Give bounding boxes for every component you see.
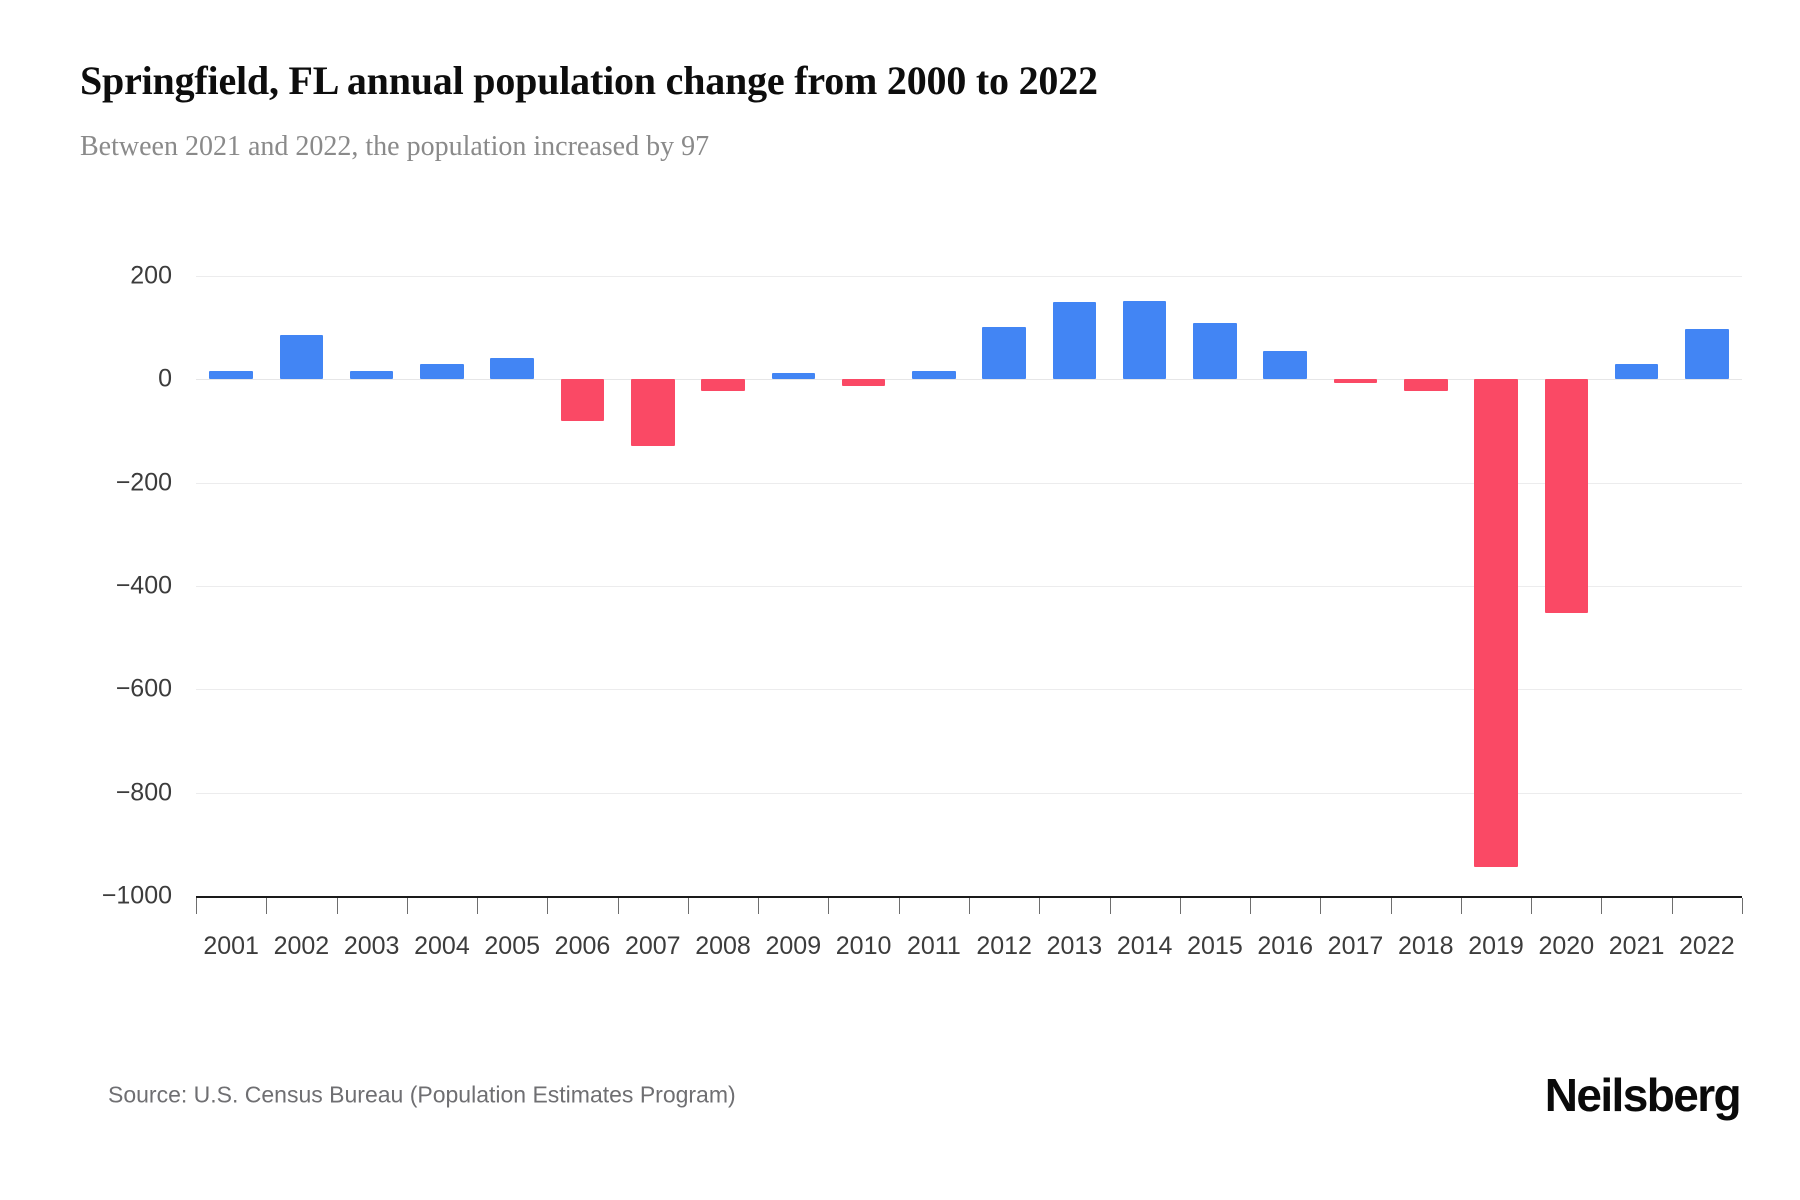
bar-2002[interactable]: [279, 334, 324, 380]
y-axis-tick-label: −600: [115, 674, 172, 703]
page-title: Springfield, FL annual population change…: [80, 58, 1098, 103]
x-axis-tick-mark: [828, 898, 830, 914]
bar-2007[interactable]: [630, 379, 675, 447]
y-axis-tick-label: −800: [115, 778, 172, 807]
y-axis-tick-label: 200: [130, 261, 172, 290]
gridline: [196, 586, 1742, 587]
bar-2014[interactable]: [1122, 301, 1167, 380]
x-axis-tick-mark: [758, 898, 760, 914]
gridline: [196, 482, 1742, 484]
x-axis-tick-label-2015: 2015: [1187, 932, 1243, 960]
bar-2009[interactable]: [771, 372, 816, 380]
x-axis-tick-mark: [477, 898, 479, 914]
x-axis-tick-mark: [1601, 898, 1603, 914]
bar-2008[interactable]: [701, 379, 745, 391]
x-axis-tick-mark: [1390, 898, 1392, 914]
x-axis-tick-label-2002: 2002: [273, 932, 330, 960]
x-axis-tick-label-2019: 2019: [1468, 932, 1524, 960]
x-axis-tick-label-2022: 2022: [1679, 932, 1735, 960]
y-axis-tick-label: −400: [115, 571, 172, 600]
bar-2005[interactable]: [490, 357, 534, 380]
x-axis-tick-label-2004: 2004: [414, 932, 470, 960]
bar-2021[interactable]: [1614, 363, 1659, 380]
bar-2016[interactable]: [1263, 350, 1307, 380]
bar-2019[interactable]: [1474, 379, 1518, 867]
x-axis-tick-label-2006: 2006: [554, 932, 611, 960]
bar-2006[interactable]: [560, 379, 605, 421]
x-axis-tick-mark: [1039, 898, 1041, 914]
x-axis-tick-mark: [1742, 898, 1743, 914]
bar-2013[interactable]: [1052, 301, 1097, 380]
x-axis-tick-mark: [898, 898, 900, 914]
x-axis-tick-mark: [1109, 898, 1111, 914]
bar-2015[interactable]: [1193, 322, 1237, 380]
gridline: [196, 792, 1742, 794]
bar-2018[interactable]: [1403, 379, 1448, 392]
x-axis-tick-label-2010: 2010: [835, 932, 892, 960]
chart-subtitle: Between 2021 and 2022, the population in…: [80, 131, 710, 162]
x-axis-tick-mark: [196, 898, 197, 914]
x-axis-tick-label-2020: 2020: [1538, 932, 1595, 960]
x-axis-tick-label-2013: 2013: [1046, 932, 1103, 960]
brand-logo: Neilsberg: [1544, 1069, 1742, 1121]
x-axis-tick-mark: [547, 898, 549, 914]
x-axis-tick-mark: [1671, 898, 1673, 914]
x-axis-tick-label-2014: 2014: [1116, 932, 1173, 960]
x-axis-tick-mark: [1179, 898, 1181, 914]
x-axis-tick-label-2009: 2009: [765, 932, 822, 960]
x-axis-tick-mark: [1460, 898, 1462, 914]
x-axis-tick-label-2021: 2021: [1608, 932, 1665, 960]
bar-2020[interactable]: [1544, 379, 1589, 613]
x-axis-tick-label-2005: 2005: [484, 932, 541, 960]
x-axis-tick-label-2018: 2018: [1397, 932, 1454, 960]
bar-2011[interactable]: [912, 370, 956, 380]
x-axis-tick-mark: [266, 898, 268, 914]
x-axis-tick-label-2012: 2012: [976, 932, 1032, 960]
x-axis-tick-label-2007: 2007: [624, 932, 681, 960]
x-axis-tick-mark: [1250, 898, 1252, 914]
x-axis-tick-label-2003: 2003: [343, 932, 400, 960]
y-axis-tick-label: 0: [158, 364, 172, 393]
x-axis-tick-mark: [336, 898, 338, 914]
x-axis-tick-label-2017: 2017: [1327, 932, 1384, 960]
bar-2001[interactable]: [209, 371, 253, 380]
x-axis-tick-mark: [1531, 898, 1533, 914]
bar-2010[interactable]: [841, 379, 886, 386]
bar-2022[interactable]: [1685, 329, 1729, 380]
gridline: [196, 689, 1742, 691]
zero-gridline: [196, 379, 1742, 381]
bar-2012[interactable]: [982, 326, 1026, 380]
x-axis-tick-label-2016: 2016: [1257, 932, 1314, 960]
x-axis-tick-mark: [969, 898, 970, 914]
x-axis-tick-mark: [687, 898, 689, 914]
x-axis-tick-label-2011: 2011: [906, 932, 961, 960]
bar-2017[interactable]: [1333, 379, 1378, 384]
gridline: [196, 276, 1742, 277]
x-axis-line: [196, 896, 1742, 898]
x-axis-tick-label-2001: 2001: [203, 932, 259, 960]
y-axis-tick-label: −1000: [101, 881, 172, 910]
x-axis-tick-mark: [617, 898, 619, 914]
x-axis-tick-label-2008: 2008: [695, 932, 751, 960]
bar-2003[interactable]: [349, 371, 394, 380]
bar-2004[interactable]: [420, 363, 464, 380]
x-axis-tick-mark: [406, 898, 408, 914]
x-axis-tick-mark: [1320, 898, 1322, 914]
y-axis-tick-label: −200: [115, 468, 172, 497]
source-note: Source: U.S. Census Bureau (Population E…: [108, 1081, 736, 1108]
